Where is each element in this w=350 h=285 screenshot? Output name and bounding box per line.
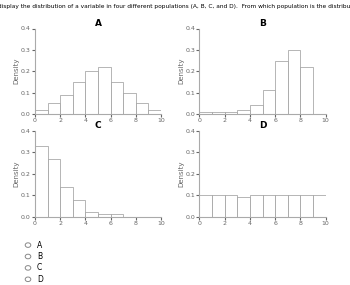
Title: D: D (259, 121, 266, 130)
Bar (98, 67, 111, 114)
Bar (123, 93, 136, 114)
Bar (73, 82, 85, 114)
Bar (250, 195, 262, 217)
Bar (275, 61, 288, 114)
Bar (237, 110, 250, 114)
Bar (225, 195, 237, 217)
Bar (136, 103, 148, 114)
Bar (148, 110, 161, 114)
Y-axis label: Density: Density (14, 161, 20, 187)
Bar (199, 195, 212, 217)
Bar (300, 67, 313, 114)
Title: C: C (95, 121, 101, 130)
Bar (35, 110, 48, 114)
Bar (98, 214, 111, 217)
Bar (288, 50, 300, 114)
Bar (262, 91, 275, 114)
Bar (212, 112, 225, 114)
Y-axis label: Density: Density (178, 58, 184, 84)
Text: A: A (37, 241, 42, 250)
Bar (85, 71, 98, 114)
Bar (250, 105, 262, 114)
Bar (111, 214, 123, 217)
Bar (73, 200, 85, 217)
Bar (262, 195, 275, 217)
Bar (212, 195, 225, 217)
Text: The histograms below display the distribution of a variable in four different po: The histograms below display the distrib… (0, 4, 350, 9)
Bar (275, 195, 288, 217)
Bar (237, 198, 250, 217)
Bar (111, 82, 123, 114)
Title: A: A (94, 19, 101, 28)
Text: D: D (37, 275, 43, 284)
Bar (48, 159, 60, 217)
Text: C: C (37, 263, 42, 272)
Bar (288, 195, 300, 217)
Title: B: B (259, 19, 266, 28)
Bar (199, 112, 212, 114)
Bar (60, 95, 73, 114)
Y-axis label: Density: Density (178, 161, 184, 187)
Y-axis label: Density: Density (14, 58, 20, 84)
Bar (85, 212, 98, 217)
Bar (48, 103, 60, 114)
Text: B: B (37, 252, 42, 261)
Bar (313, 195, 326, 217)
Bar (35, 146, 48, 217)
Bar (60, 187, 73, 217)
Bar (300, 195, 313, 217)
Bar (225, 112, 237, 114)
